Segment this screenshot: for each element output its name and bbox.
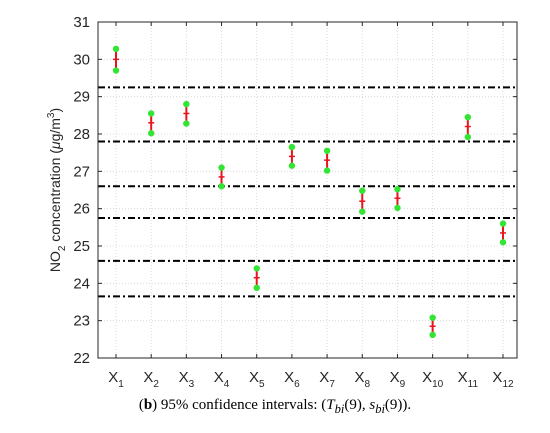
confidence-interval xyxy=(464,114,472,141)
plot-frame xyxy=(97,21,518,359)
lower-bound-marker xyxy=(253,284,260,292)
lower-bound-marker xyxy=(429,331,436,339)
x-tick-label: X5 xyxy=(249,369,265,390)
upper-bound-marker xyxy=(112,45,120,53)
x-tick-label: X7 xyxy=(319,369,335,390)
y-tick-label: 26 xyxy=(73,201,90,218)
lower-bound-marker xyxy=(112,67,120,74)
confidence-interval xyxy=(359,187,366,215)
y-axis-ticks: 22 23 24 25 26 27 28 29 30 31 xyxy=(73,14,517,367)
x-tick-label: X10 xyxy=(422,369,444,390)
confidence-interval xyxy=(112,45,120,74)
plot-area-background xyxy=(98,22,517,358)
upper-bound-marker xyxy=(499,220,507,227)
lower-bound-marker xyxy=(394,204,401,212)
lower-bound-marker xyxy=(323,167,331,174)
figure-caption: (b) 95% confidence intervals: (Tbi(9), s… xyxy=(138,397,412,416)
confidence-interval xyxy=(429,314,436,339)
x-tick-label: X12 xyxy=(492,369,514,390)
confidence-interval xyxy=(183,100,190,127)
confidence-bars xyxy=(112,45,507,339)
upper-bound-marker xyxy=(147,110,155,117)
lower-bound-marker xyxy=(183,120,190,127)
grid-lines xyxy=(98,22,517,358)
x-tick-label: X6 xyxy=(284,369,300,390)
y-tick-label: 23 xyxy=(73,313,90,330)
x-tick-label: X2 xyxy=(143,369,159,390)
upper-bound-marker xyxy=(183,100,190,108)
upper-bound-marker xyxy=(253,265,260,272)
lower-bound-marker xyxy=(499,239,507,246)
y-tick-label: 30 xyxy=(73,51,90,68)
upper-bound-marker xyxy=(359,187,366,194)
confidence-interval xyxy=(218,164,225,190)
x-tick-label: X8 xyxy=(354,369,370,390)
y-tick-label: 31 xyxy=(73,14,90,31)
y-tick-label: 25 xyxy=(73,238,90,255)
x-tick-label: X1 xyxy=(108,369,124,390)
reference-lines xyxy=(98,86,517,298)
lower-bound-marker xyxy=(359,208,366,215)
upper-bound-marker xyxy=(288,143,296,151)
confidence-interval xyxy=(253,265,260,292)
x-axis-ticks: X1 X2 X3 X4 X5 X6 X7 X8 X9 X10 X11 X12 xyxy=(108,22,514,390)
x-tick-label: X11 xyxy=(458,369,479,390)
y-axis-label: NO2 concentration (μg/m3) xyxy=(46,108,68,272)
confidence-interval xyxy=(499,220,507,246)
x-tick-label: X3 xyxy=(179,369,195,390)
confidence-interval xyxy=(147,110,155,137)
upper-bound-marker xyxy=(394,186,401,193)
upper-bound-marker xyxy=(323,147,331,154)
x-tick-label: X9 xyxy=(390,369,406,390)
upper-bound-marker xyxy=(429,314,436,321)
upper-bound-marker xyxy=(218,164,225,171)
lower-bound-marker xyxy=(464,133,472,141)
confidence-interval xyxy=(394,186,401,212)
y-tick-label: 24 xyxy=(73,275,90,292)
lower-bound-marker xyxy=(288,162,296,169)
y-tick-label: 28 xyxy=(73,126,90,143)
confidence-interval xyxy=(288,143,296,169)
confidence-interval xyxy=(323,147,331,174)
y-tick-label: 22 xyxy=(73,350,90,367)
lower-bound-marker xyxy=(147,130,155,137)
upper-bound-marker xyxy=(464,114,472,121)
y-tick-label: 29 xyxy=(73,89,90,106)
lower-bound-marker xyxy=(218,183,225,190)
y-tick-label: 27 xyxy=(73,163,90,180)
x-tick-label: X4 xyxy=(214,369,230,390)
